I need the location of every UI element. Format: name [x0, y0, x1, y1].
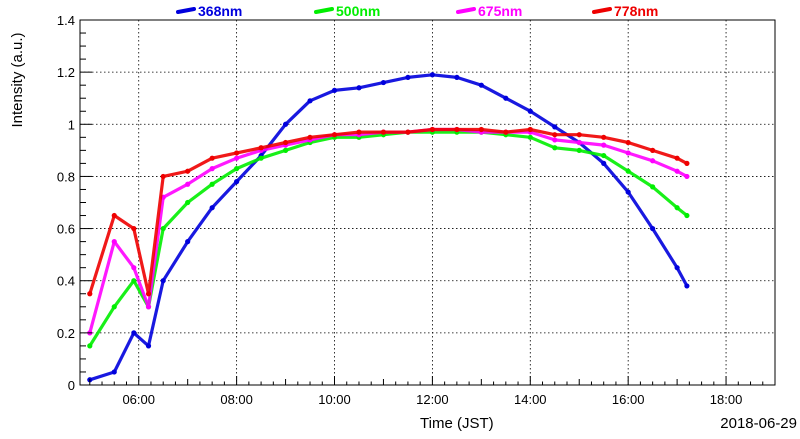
- x-tick-label: 06:00: [122, 392, 155, 407]
- series-778nm: [87, 126, 690, 297]
- series-line: [88, 130, 689, 348]
- legend-entry: 368nm: [198, 3, 242, 19]
- y-tick-label: 1.2: [57, 65, 75, 80]
- series-line: [88, 127, 689, 296]
- x-tick-label: 18:00: [710, 392, 743, 407]
- legend-swatch: [592, 7, 612, 14]
- legend-swatch: [176, 7, 196, 14]
- y-tick-label: 0.8: [57, 169, 75, 184]
- series-line: [88, 73, 689, 382]
- x-tick-label: 14:00: [514, 392, 547, 407]
- x-tick-label: 12:00: [416, 392, 449, 407]
- axis-ticks: 06:00 08:00 10:00 12:00 14:00 16:00 18:00 0 0.2 0…: [57, 13, 776, 407]
- date-label: 2018-06-29: [720, 415, 797, 432]
- grid: [80, 20, 775, 385]
- series-368nm: [87, 72, 690, 383]
- x-tick-label: 10:00: [318, 392, 351, 407]
- y-tick-label: 0.2: [57, 326, 75, 341]
- legend-entry: 675nm: [478, 3, 522, 19]
- legend-entry: 778nm: [614, 3, 658, 19]
- y-tick-label: 0.4: [57, 274, 75, 289]
- x-tick-label: 08:00: [220, 392, 253, 407]
- x-tick-label: 16:00: [612, 392, 645, 407]
- y-tick-label: 1: [68, 117, 75, 132]
- y-axis-label: Intensity (a.u.): [9, 32, 26, 127]
- x-axis-label: Time (JST): [420, 415, 494, 432]
- y-tick-label: 1.4: [57, 13, 75, 28]
- y-tick-label: 0.6: [57, 222, 75, 237]
- legend-entry: 500nm: [336, 3, 380, 19]
- legend-swatch: [456, 7, 476, 14]
- y-tick-label: 0: [68, 378, 75, 393]
- series-500nm: [87, 129, 690, 349]
- legend-swatch: [314, 7, 334, 14]
- series-layer: [87, 72, 690, 383]
- legend: 368nm 500nm 675nm 778nm: [176, 3, 658, 19]
